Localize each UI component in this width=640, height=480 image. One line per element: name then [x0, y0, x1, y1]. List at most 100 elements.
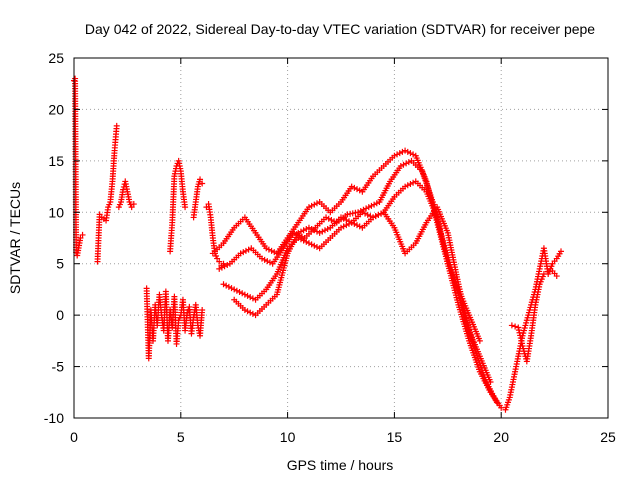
data-point [221, 263, 228, 270]
data-point [540, 271, 547, 277]
x-tick-label: 10 [280, 429, 296, 445]
data-point [400, 161, 407, 168]
data-point [249, 295, 256, 302]
data-point [371, 201, 378, 208]
data-point [297, 228, 304, 235]
data-point [128, 204, 135, 211]
data-point [354, 186, 361, 193]
data-point [265, 246, 272, 253]
series-early-cluster-2 [115, 178, 137, 211]
plot-frame [73, 57, 609, 419]
data-point [271, 249, 278, 256]
x-axis-label: GPS time / hours [287, 457, 394, 473]
data-point [305, 204, 312, 211]
series-late-rise-2 [508, 267, 560, 365]
x-tick-label: 25 [600, 429, 616, 445]
series-track-c [220, 178, 505, 411]
data-point [311, 227, 318, 234]
data-point [313, 200, 320, 207]
data-point [316, 229, 323, 236]
data-point [356, 187, 363, 194]
data-point [199, 307, 206, 313]
data-point [247, 294, 254, 301]
data-point [113, 122, 120, 129]
data-point [348, 183, 355, 190]
data-point [319, 228, 326, 235]
data-point [313, 228, 320, 235]
data-point [498, 404, 505, 411]
data-point [407, 150, 414, 157]
grid-lines [74, 58, 608, 418]
data-point [303, 238, 310, 245]
data-point [268, 247, 275, 254]
data-point [359, 209, 366, 216]
data-point [240, 249, 247, 256]
data-point [515, 324, 522, 331]
data-point [396, 150, 403, 157]
data-point [340, 215, 347, 222]
data-point [356, 223, 363, 230]
data-point [404, 182, 411, 189]
data-point [338, 224, 344, 231]
data-point [199, 180, 206, 187]
data-point [410, 179, 417, 186]
data-point [324, 226, 331, 232]
data-point [343, 222, 350, 229]
data-point [223, 282, 230, 289]
data-point [372, 213, 379, 220]
data-point [308, 202, 315, 209]
data-point [242, 247, 249, 254]
y-tick-label: -5 [52, 359, 65, 375]
series-early-high [71, 75, 86, 259]
data-point [305, 240, 312, 247]
tick-labels: 0 5 10 15 20 25 -10 -5 0 5 10 15 20 25 [44, 50, 616, 445]
data-point [518, 340, 525, 347]
data-point [373, 200, 380, 207]
data-point [295, 229, 302, 236]
data-point [403, 160, 410, 167]
series-spike-5h [167, 157, 189, 255]
data-point [197, 176, 204, 183]
axes [73, 57, 609, 419]
data-point [214, 255, 221, 262]
data-point [233, 287, 240, 294]
data-point [308, 241, 315, 248]
data-point [244, 308, 251, 315]
y-axis-label: SDTVAR / TECUs [7, 182, 23, 294]
data-point [321, 227, 328, 234]
data-point [517, 332, 524, 339]
data-point [311, 242, 318, 249]
data-point [308, 226, 315, 232]
data-point [79, 231, 86, 238]
data-point [241, 307, 248, 313]
data-point [313, 244, 320, 250]
x-tick-label: 5 [177, 429, 185, 445]
data-point [130, 201, 137, 208]
data-point [325, 215, 332, 222]
data-point [249, 310, 256, 317]
data-point [518, 337, 525, 344]
data-point [402, 183, 409, 190]
data-points [71, 75, 565, 413]
data-point [338, 214, 344, 221]
data-point [297, 236, 304, 243]
data-point [77, 235, 84, 241]
data-point [264, 258, 271, 265]
data-point [261, 256, 268, 263]
data-point [404, 148, 411, 155]
chart-title: Day 042 of 2022, Sidereal Day-to-day VTE… [85, 21, 595, 37]
data-point [370, 214, 377, 221]
series-spike-6h [190, 176, 206, 221]
data-point [245, 246, 252, 253]
data-point [340, 223, 347, 230]
data-point [303, 226, 310, 232]
y-tick-label: 25 [48, 50, 64, 66]
data-point [351, 184, 358, 191]
data-point [311, 201, 318, 208]
series-early-cluster-1 [94, 122, 120, 265]
data-point [343, 217, 350, 223]
data-point [220, 281, 227, 288]
data-point [517, 335, 524, 342]
data-point [362, 210, 369, 217]
data-point [354, 222, 361, 229]
